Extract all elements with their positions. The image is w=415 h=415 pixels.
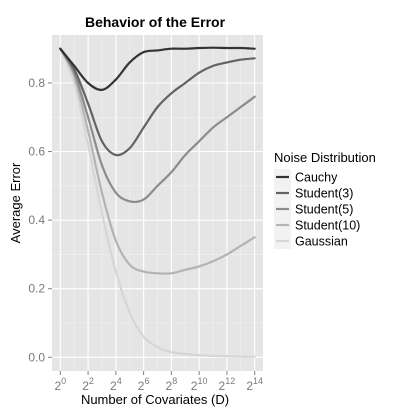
series-layer: [59, 46, 256, 358]
y-axis-label: Average Error: [8, 162, 23, 243]
y-tick-label: 0.4: [28, 213, 45, 227]
legend: Noise Distribution Cauchy Student(3) Stude…: [274, 150, 376, 249]
x-tick-label: 210: [191, 376, 208, 393]
legend-title: Noise Distribution: [274, 150, 376, 165]
series-line-cauchy: [59, 46, 256, 91]
x-tick-label: 212: [219, 376, 236, 393]
series-line-student-10: [59, 47, 256, 275]
x-tick-label: 24: [110, 376, 122, 393]
x-tick-label: 28: [166, 376, 178, 393]
legend-label-student-3: Student(3): [295, 187, 353, 201]
series-line-student-3: [59, 47, 256, 157]
x-axis-label: Number of Covariates (D): [81, 392, 229, 407]
legend-label-gaussian: Gaussian: [295, 235, 348, 249]
y-tick-label: 0.8: [28, 76, 45, 90]
x-tick-label: 22: [82, 376, 94, 393]
x-tick-label: 20: [54, 376, 66, 393]
x-axis: 20 22 24 26 28 210 212 214: [54, 371, 263, 393]
y-tick-label: 0.2: [28, 282, 45, 296]
series-line-student-5: [59, 47, 256, 204]
y-tick-label: 0.0: [28, 350, 45, 364]
grid-major: [52, 35, 263, 371]
legend-label-student-5: Student(5): [295, 203, 353, 217]
x-tick-label: 26: [138, 376, 150, 393]
series-line-gaussian: [59, 47, 256, 358]
y-tick-label: 0.6: [28, 145, 45, 159]
x-tick-label: 214: [246, 376, 263, 393]
y-axis: 0.0 0.2 0.4 0.6 0.8: [28, 76, 52, 364]
legend-label-cauchy: Cauchy: [295, 171, 338, 185]
chart-title: Behavior of the Error: [85, 14, 226, 30]
legend-label-student-10: Student(10): [295, 219, 360, 233]
